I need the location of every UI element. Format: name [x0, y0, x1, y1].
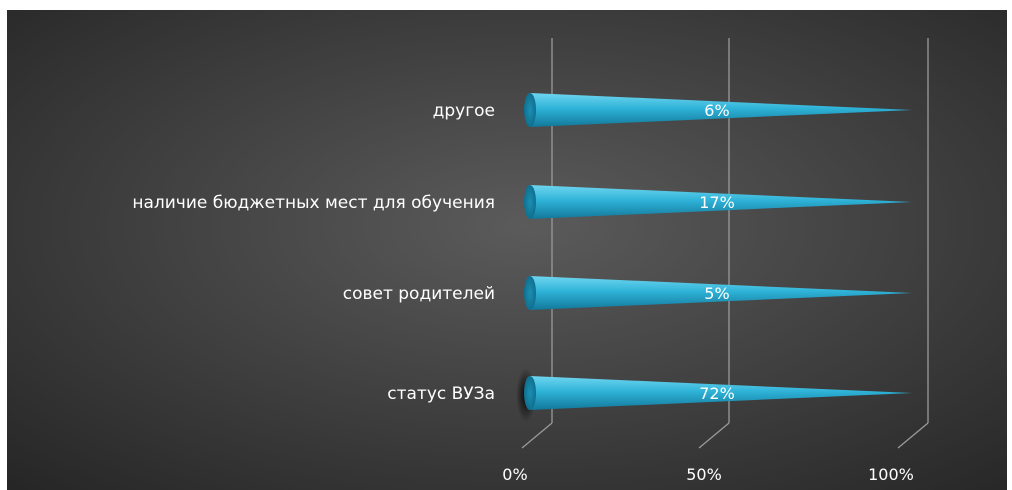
category-label-совет-родителей: совет родителей: [343, 284, 495, 304]
chart-container: 6% 17% 5% 72% другое наличие бюджетных мест …: [7, 10, 1007, 490]
tick-label-0pct: 0%: [502, 465, 527, 484]
data-label-наличие-бюджетных-мест-для-обучения: 17%: [699, 193, 735, 212]
data-label-совет-родителей: 5%: [704, 284, 729, 303]
category-label-другое: другое: [433, 101, 495, 121]
tick-label-50pct: 50%: [686, 465, 722, 484]
data-label-другое: 6%: [704, 101, 729, 120]
category-label-статус-вуза: статус ВУЗа: [387, 384, 495, 404]
tick-label-100pct: 100%: [868, 465, 914, 484]
data-label-статус-вуза: 72%: [699, 384, 735, 403]
chart-background: [7, 10, 1007, 490]
category-label-наличие-бюджетных-мест-для-обучения: наличие бюджетных мест для обучения: [132, 193, 495, 213]
cone-bar-chart: 6% 17% 5% 72% другое наличие бюджетных мест …: [7, 10, 1007, 490]
